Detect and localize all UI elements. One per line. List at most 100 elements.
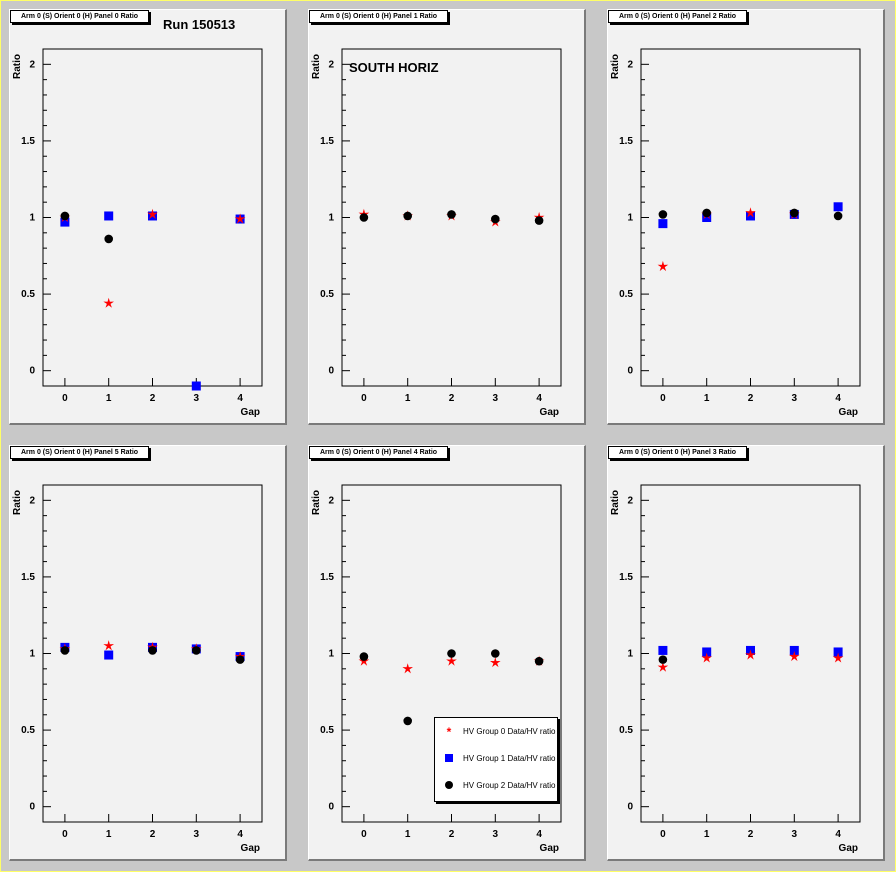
data-point-star — [489, 657, 501, 668]
data-point-circle — [60, 646, 70, 655]
y-tick-label: 0 — [328, 366, 334, 377]
data-point-square — [746, 211, 755, 221]
data-point-star — [446, 655, 457, 666]
panel-4-pad: Arm 0 (S) Orient 0 (H) Panel 4 Ratio 0 0.… — [308, 445, 586, 861]
x-tick-label: 3 — [792, 829, 798, 840]
data-point-square — [833, 647, 843, 657]
y-tick-label: 0 — [627, 366, 633, 377]
svg-text:*: * — [447, 725, 452, 739]
data-point-circle — [192, 646, 201, 655]
data-point-circle — [534, 216, 544, 225]
panel-4-plot: 0 0.5 1 1.5 2 0 1 2 3 4 Gap Ratio — [311, 484, 562, 854]
x-tick-label: 0 — [660, 829, 666, 840]
x-tick-label: 3 — [194, 393, 200, 404]
x-tick-label: 0 — [660, 393, 666, 404]
data-point-square — [60, 217, 70, 227]
x-tick-label: 3 — [194, 829, 200, 840]
y-tick-label: 2 — [29, 495, 35, 506]
data-point-circle — [658, 210, 668, 219]
y-tick-label: 0 — [29, 366, 35, 377]
legend-star-marker: * — [447, 725, 452, 739]
x-tick-label: 2 — [449, 829, 455, 840]
data-point-circle — [235, 655, 245, 664]
y-tick-label: 2 — [328, 495, 334, 506]
data-point-star — [103, 640, 115, 651]
y-tick-label: 1 — [29, 213, 35, 224]
legend-label: HV Group 1 Data/HV ratio — [463, 754, 556, 763]
y-tick-label: 1.5 — [21, 136, 35, 147]
y-tick-label: 0.5 — [619, 289, 633, 300]
y-tick-label: 1 — [29, 649, 35, 660]
data-point-star — [701, 652, 713, 663]
x-tick-label: 3 — [792, 393, 798, 404]
data-point-circle — [403, 211, 412, 221]
x-tick-label: 2 — [449, 393, 455, 404]
x-tick-label: 2 — [150, 829, 156, 840]
legend-item-group1: HV Group 1 Data/HV ratio — [435, 749, 557, 769]
y-axis-title: Ratio — [311, 490, 322, 515]
data-point-square — [658, 219, 668, 229]
x-axis-title: Gap — [241, 843, 260, 854]
panel-title: Arm 0 (S) Orient 0 (H) Panel 0 Ratio — [10, 10, 150, 23]
panel-0-pad: Arm 0 (S) Orient 0 (H) Panel 0 Ratio 0 0.… — [9, 9, 287, 425]
x-tick-label: 4 — [835, 393, 841, 404]
y-tick-label: 1.5 — [619, 572, 633, 583]
y-tick-label: 1 — [627, 213, 633, 224]
data-point-circle — [447, 649, 456, 658]
data-point-square — [789, 645, 799, 655]
x-tick-label: 3 — [493, 829, 499, 840]
y-tick-label: 1 — [328, 649, 334, 660]
x-tick-label: 1 — [704, 829, 710, 840]
data-point-circle — [658, 655, 668, 664]
y-tick-label: 0 — [328, 802, 334, 813]
y-tick-label: 1.5 — [619, 136, 633, 147]
panel-title: Arm 0 (S) Orient 0 (H) Panel 2 Ratio — [608, 10, 748, 23]
x-axis-title: Gap — [540, 407, 559, 418]
y-tick-label: 0.5 — [21, 289, 35, 300]
y-tick-label: 0 — [29, 802, 35, 813]
panel-5-plot: 0 0.5 1 1.5 2 0 1 2 3 4 Gap Ratio — [12, 484, 263, 854]
data-point-circle — [491, 214, 500, 224]
y-tick-label: 2 — [29, 59, 35, 70]
data-point-circle — [702, 208, 711, 218]
legend-circle-marker — [445, 781, 453, 789]
legend-label: HV Group 0 Data/HV ratio — [463, 727, 556, 736]
y-tick-label: 1.5 — [21, 572, 35, 583]
y-tick-label: 0.5 — [619, 725, 633, 736]
data-point-square — [702, 213, 712, 222]
legend-item-group2: HV Group 2 Data/HV ratio — [435, 776, 557, 796]
y-axis-title: Ratio — [610, 54, 621, 79]
x-tick-label: 1 — [106, 829, 112, 840]
data-point-star — [832, 652, 844, 663]
data-point-circle — [491, 649, 500, 658]
data-point-square — [833, 202, 843, 212]
y-tick-label: 2 — [328, 59, 334, 70]
x-tick-label: 0 — [62, 829, 68, 840]
x-tick-label: 3 — [493, 393, 499, 404]
y-tick-label: 0 — [627, 802, 633, 813]
panel-0-plot: 0 0.5 1 1.5 2 0 1 2 3 4 Gap Ratio — [12, 48, 263, 418]
y-tick-label: 1.5 — [320, 136, 334, 147]
x-tick-label: 2 — [748, 393, 754, 404]
data-point-circle — [60, 211, 70, 221]
data-point-circle — [359, 213, 369, 222]
panel-title: Arm 0 (S) Orient 0 (H) Panel 5 Ratio — [10, 446, 150, 459]
y-axis-title: Ratio — [610, 490, 621, 515]
x-axis-title: Gap — [540, 843, 559, 854]
y-axis-title: Ratio — [311, 54, 322, 79]
data-point-circle — [359, 652, 369, 661]
data-point-circle — [148, 646, 157, 655]
y-tick-label: 1 — [328, 213, 334, 224]
data-point-circle — [790, 208, 799, 218]
legend-item-group0: * HV Group 0 Data/HV ratio — [435, 722, 557, 742]
data-point-square — [658, 645, 668, 655]
panel-5-pad: Arm 0 (S) Orient 0 (H) Panel 5 Ratio 0 0.… — [9, 445, 287, 861]
x-tick-label: 0 — [361, 829, 367, 840]
panel-2-pad: Arm 0 (S) Orient 0 (H) Panel 2 Ratio 0 0.… — [607, 9, 885, 425]
legend-label: HV Group 2 Data/HV ratio — [463, 781, 556, 790]
x-axis-title: Gap — [839, 843, 858, 854]
y-tick-label: 2 — [627, 59, 633, 70]
y-tick-label: 2 — [627, 495, 633, 506]
data-point-square — [702, 647, 712, 657]
x-tick-label: 2 — [150, 393, 156, 404]
